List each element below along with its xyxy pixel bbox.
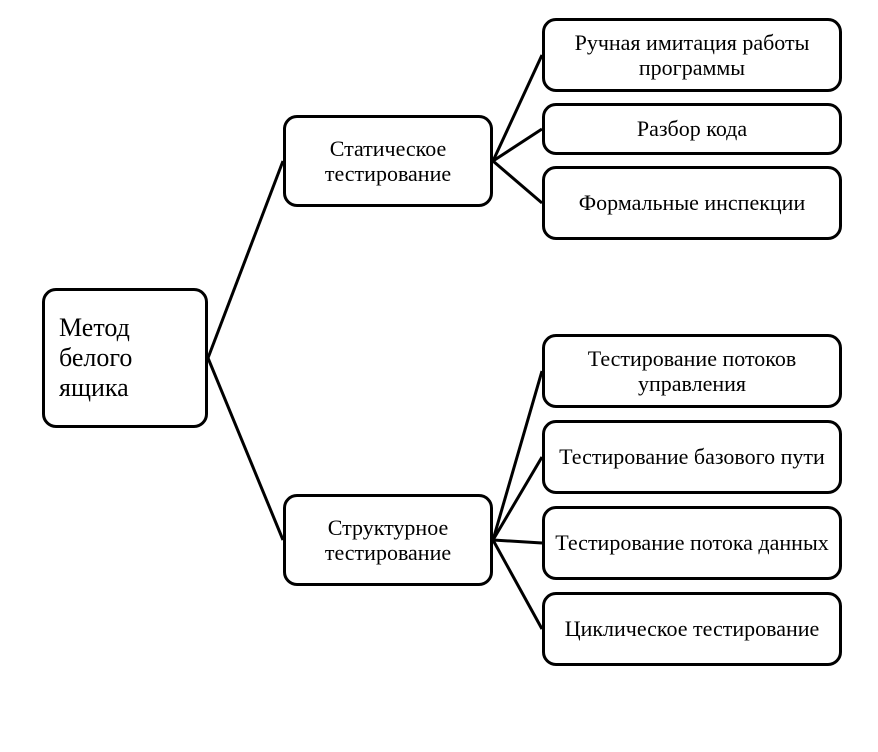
tree-node-label: Разбор кода	[637, 116, 747, 141]
tree-edge	[493, 55, 542, 161]
tree-edge	[493, 129, 542, 161]
tree-node: Формальные инспекции	[542, 166, 842, 240]
tree-edge	[493, 540, 542, 543]
tree-node-label: Ручная имитация работы программы	[553, 30, 831, 81]
tree-node: Циклическое тестирование	[542, 592, 842, 666]
tree-edge	[208, 358, 283, 540]
tree-edge	[493, 371, 542, 540]
tree-node: Структурное тестирование	[283, 494, 493, 586]
tree-node: Ручная имитация работы программы	[542, 18, 842, 92]
tree-node-label: Тестирование потока данных	[555, 530, 828, 555]
tree-node-label: Метод белого ящика	[59, 313, 197, 403]
tree-node: Тестирование потоков управления	[542, 334, 842, 408]
tree-node: Тестирование базового пути	[542, 420, 842, 494]
tree-node-label: Формальные инспекции	[579, 190, 805, 215]
tree-node: Статическое тестирование	[283, 115, 493, 207]
tree-node-label: Тестирование базового пути	[559, 444, 825, 469]
tree-node-label: Статическое тестирование	[294, 136, 482, 187]
tree-node-label: Структурное тестирование	[294, 515, 482, 566]
tree-node: Метод белого ящика	[42, 288, 208, 428]
tree-node: Тестирование потока данных	[542, 506, 842, 580]
tree-node: Разбор кода	[542, 103, 842, 155]
tree-node-label: Тестирование потоков управления	[553, 346, 831, 397]
tree-edge	[493, 540, 542, 629]
tree-edge	[493, 457, 542, 540]
tree-edge	[493, 161, 542, 203]
tree-edge	[208, 161, 283, 358]
tree-node-label: Циклическое тестирование	[565, 616, 820, 641]
